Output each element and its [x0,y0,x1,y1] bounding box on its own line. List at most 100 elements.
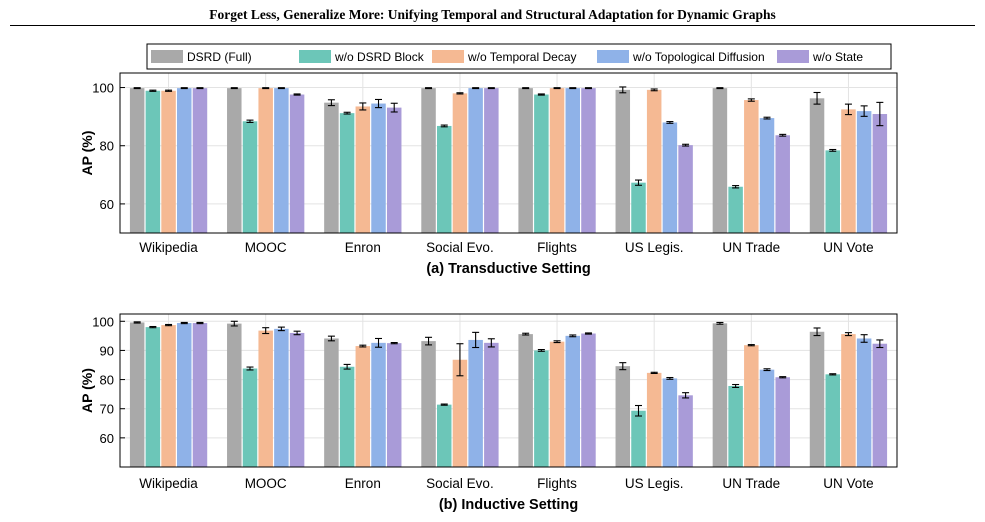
bar [615,89,631,233]
bar [809,331,825,467]
bar [386,107,402,233]
panel-transductive: 60 80 100 Wikipedia MOOC Enron Social Evo. Flig… [79,72,898,277]
bar [145,90,161,233]
bar [728,385,743,467]
bar [227,323,242,467]
legend-label: w/o Topological Diffusion [632,50,765,64]
bar [841,334,856,467]
y-tick-label: 70 [100,402,114,417]
bar [421,341,436,467]
bar [534,94,549,233]
bar [452,93,468,233]
bar [258,330,273,467]
bar [161,90,176,233]
bar [339,113,355,233]
bar [565,88,581,233]
legend-label: w/o DSRD Block [334,50,425,64]
bar [646,89,662,233]
bar [484,88,499,233]
bar [355,346,371,467]
legend: DSRD (Full) w/o DSRD Block w/o Temporal De… [146,43,892,70]
bar [484,342,499,467]
plot-frame [119,313,898,468]
bar [145,327,161,467]
bar [872,114,888,233]
bar [646,372,662,467]
bar [549,88,565,233]
bar [744,100,759,234]
bar [872,343,888,467]
bar [856,111,872,233]
y-tick-label: 80 [100,139,114,154]
legend-swatch [299,50,331,63]
bar [728,186,743,233]
legend-swatch [597,50,629,63]
x-tick-label: US Legis. [625,240,684,255]
bar [581,88,596,233]
bar [274,88,289,233]
x-tick-label: Wikipedia [139,240,198,255]
y-tick-label: 80 [100,373,114,388]
bar [712,88,728,233]
legend-swatch [777,50,809,63]
bar [371,103,386,233]
legend-label: DSRD (Full) [187,50,252,64]
bar [759,118,775,233]
y-tick-label: 60 [100,431,114,446]
x-tick-label: Enron [345,476,381,491]
bar [355,106,371,233]
bar [129,322,145,467]
bar [452,359,468,467]
bar [825,150,840,233]
bar [177,323,192,467]
bar [825,374,840,467]
bar [518,334,533,467]
bar [534,350,549,467]
bar [856,338,872,467]
bar [177,88,192,233]
plot-frame [119,72,898,234]
x-tick-label: Flights [537,240,577,255]
bar [371,342,386,467]
bar [324,102,339,233]
bar [386,343,402,467]
legend-swatch [432,50,464,63]
bar [549,341,565,467]
bar [436,404,452,467]
bar [712,323,728,467]
x-tick-label: UN Vote [823,476,873,491]
bar [192,323,208,467]
panel-caption: (a) Transductive Setting [426,261,590,277]
x-tick-label: Enron [345,240,381,255]
bar [468,88,483,233]
bar [565,335,581,467]
bar [678,145,693,233]
legend-box [146,43,892,70]
bar [662,122,678,233]
bar [242,368,258,467]
x-tick-label: UN Trade [722,476,780,491]
bar [227,88,242,233]
bar [339,366,355,467]
legend-label: w/o Temporal Decay [467,50,577,64]
bar [841,109,856,233]
y-tick-label: 60 [100,197,114,212]
bar [631,410,646,467]
legend-swatch [151,50,183,63]
bar [662,378,678,467]
bar [809,98,825,234]
paper-header: Forget Less, Generalize More: Unifying T… [0,0,985,32]
x-tick-label: Wikipedia [139,476,198,491]
x-tick-label: MOOC [245,476,287,491]
bar [678,395,693,467]
panel-inductive: 60 70 80 90 100 Wikipedia MOOC Enron Social Evo.… [79,313,898,513]
bar [421,88,436,233]
bar [258,88,273,233]
y-axis-label: AP (%) [79,368,95,413]
x-tick-label: Social Evo. [426,476,494,491]
bar [129,88,145,233]
bar [581,333,596,467]
panel-caption: (b) Inductive Setting [439,497,578,513]
x-tick-label: UN Trade [722,240,780,255]
